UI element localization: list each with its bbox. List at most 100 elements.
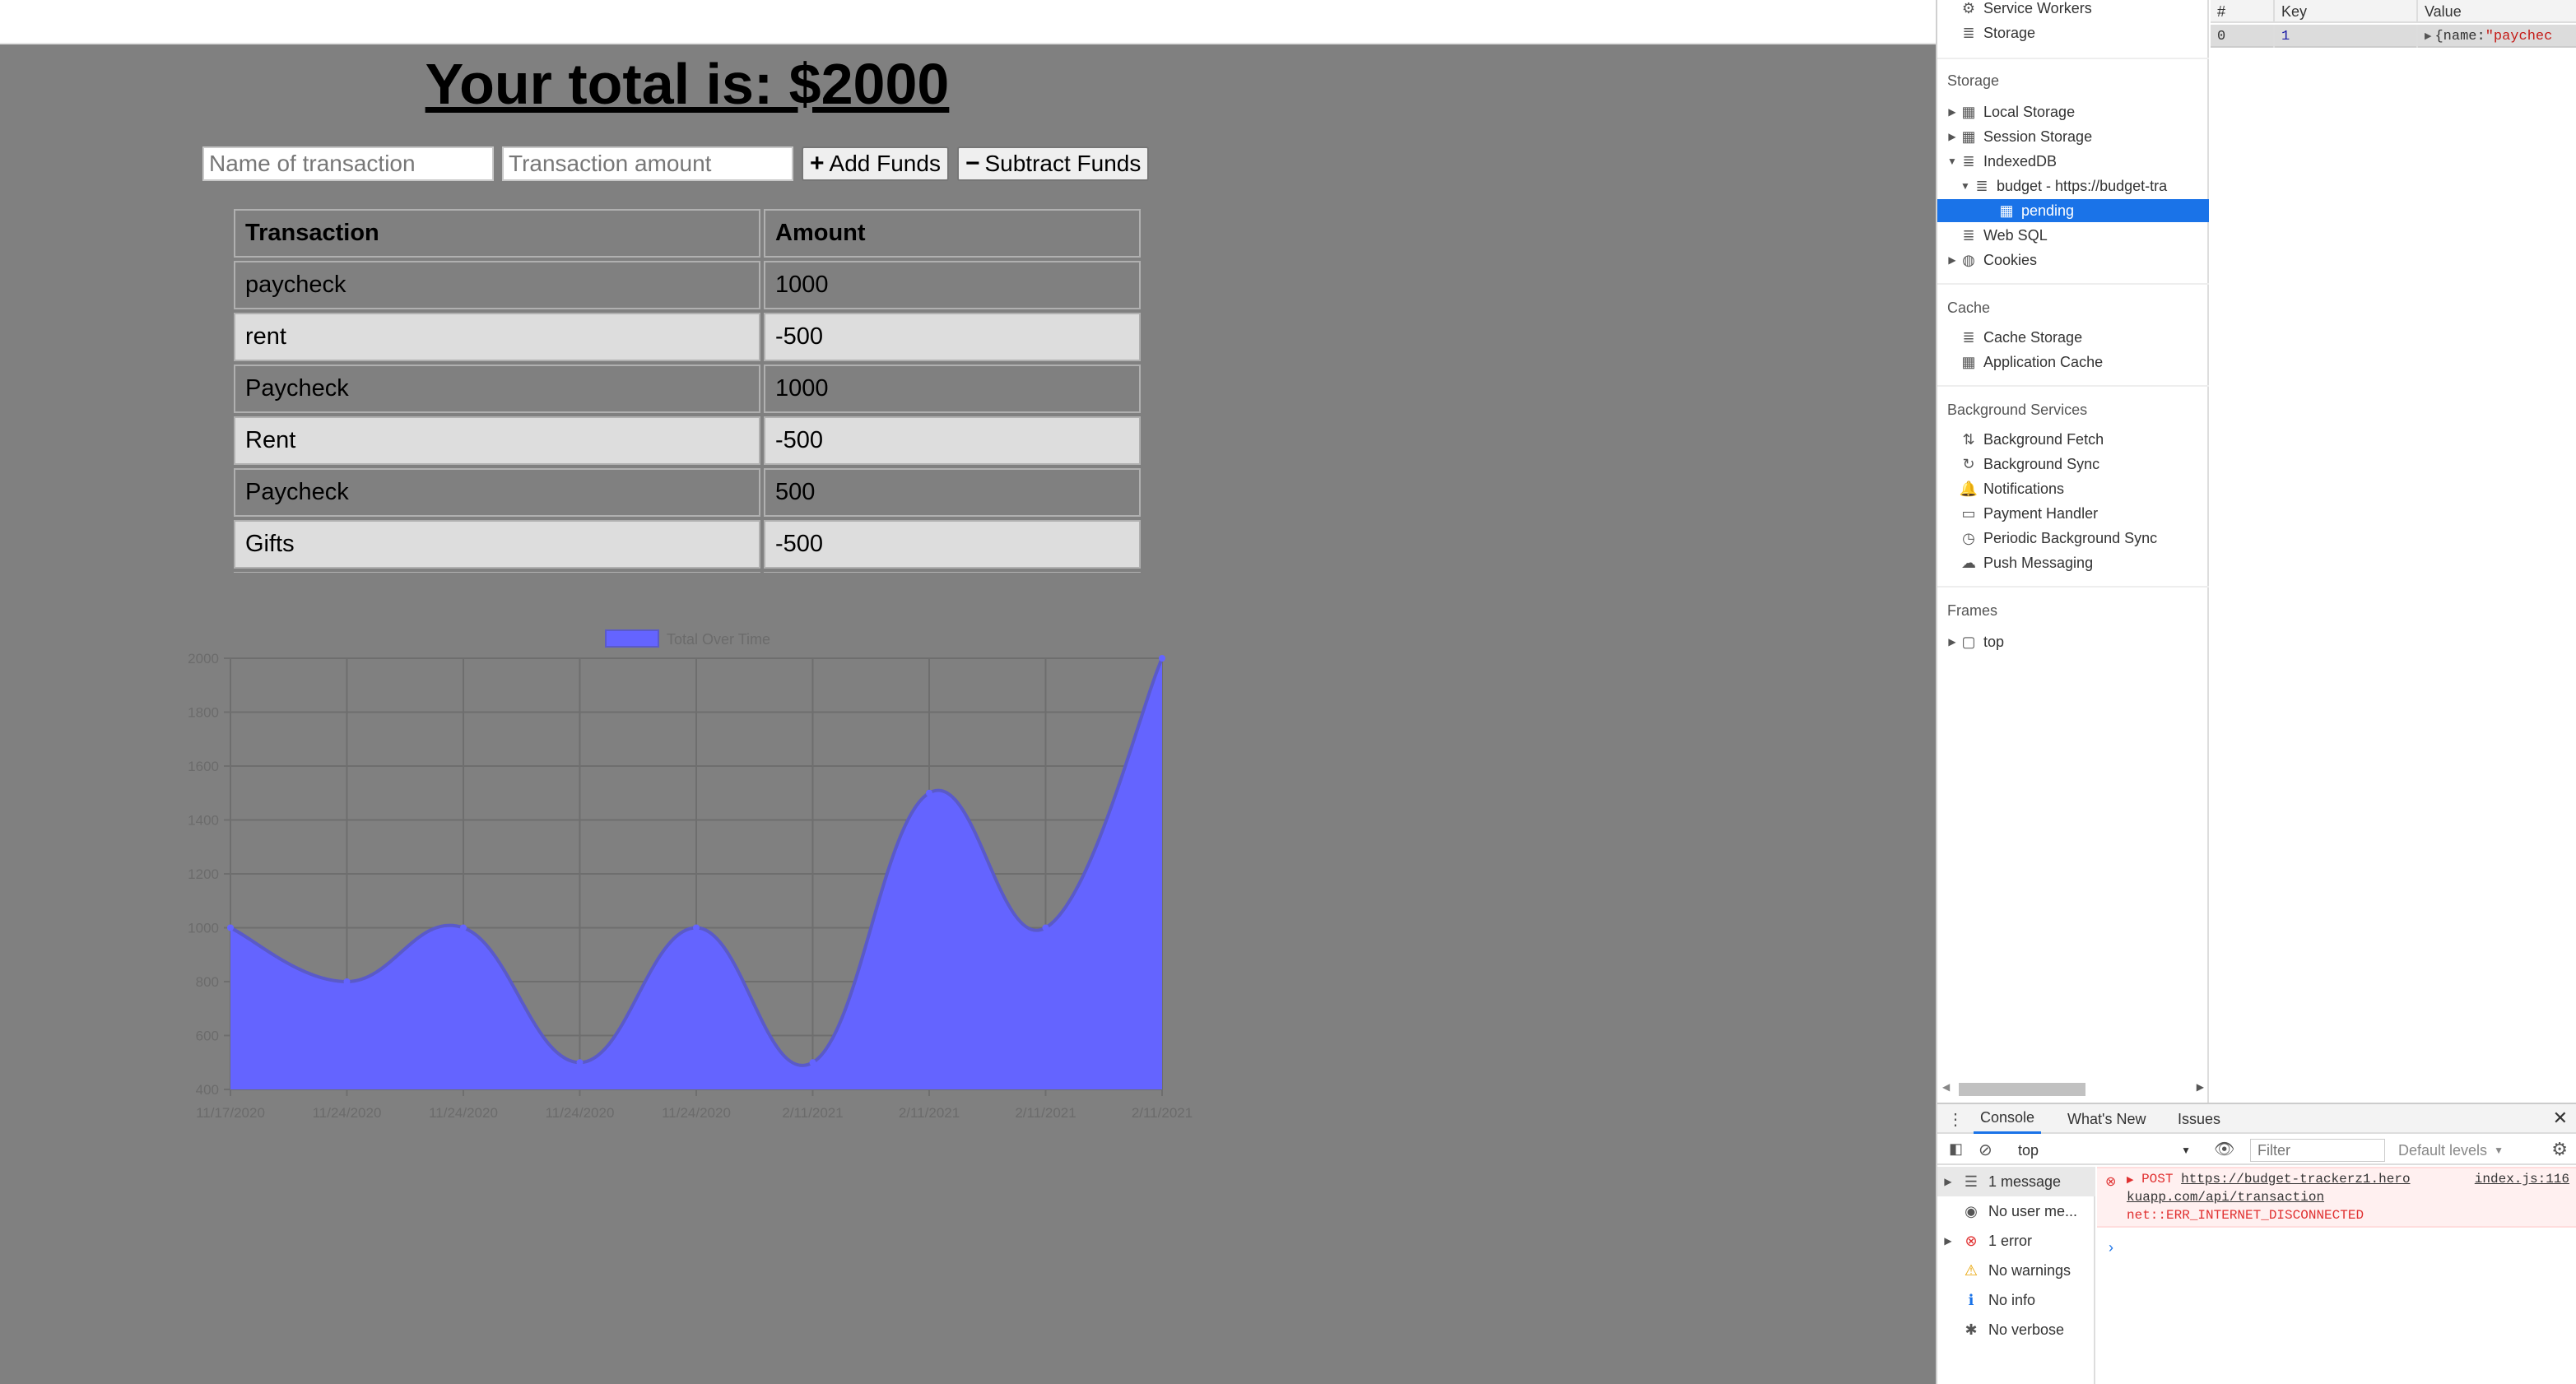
total-over-time-chart: 2000 1800 1600 1400 1200 1000 800 600 400 11/17/2… xyxy=(188,629,1193,1121)
tab-whats-new[interactable]: What's New xyxy=(2067,1110,2146,1127)
sidebar-item-periodic-background-sync[interactable]: ◷ Periodic Background Sync xyxy=(1937,527,2209,550)
expand-arrow-icon[interactable]: ▶ xyxy=(2425,32,2432,42)
eye-icon[interactable]: 👁 xyxy=(2214,1140,2235,1159)
clock-icon: ◷ xyxy=(1962,529,1975,546)
transactions-table-scroll[interactable]: Transaction Amount paycheck 1000 rent -500… xyxy=(230,206,1144,573)
sidebar-item-push-messaging[interactable]: ☁ Push Messaging xyxy=(1937,551,2209,574)
context-selector[interactable]: top ▼ xyxy=(2013,1139,2196,1162)
close-drawer-icon[interactable]: ✕ xyxy=(2552,1108,2568,1128)
sidebar-item-cookies[interactable]: ▶ ◍ Cookies xyxy=(1937,248,2209,272)
sidebar-item-notifications[interactable]: 🔔 Notifications xyxy=(1937,477,2209,500)
divider xyxy=(1937,586,2209,588)
gear-icon[interactable]: ⚙ xyxy=(2551,1139,2568,1159)
sidebar-item-service-workers[interactable]: ⚙ Service Workers xyxy=(1937,0,2209,20)
add-funds-button[interactable]: + Add Funds xyxy=(802,146,949,181)
x-tick-label: 11/24/2020 xyxy=(546,1105,615,1121)
scrollbar-thumb[interactable] xyxy=(1959,1083,2085,1096)
expand-arrow-icon[interactable]: ▶ xyxy=(1948,636,1956,648)
console-filter-label: No warnings xyxy=(1988,1261,2071,1279)
sidebar-item-label: Cache Storage xyxy=(1983,328,2083,346)
data-point xyxy=(1159,655,1165,662)
x-tick-label: 11/24/2020 xyxy=(313,1105,382,1121)
sidebar-section-header: Frames xyxy=(1947,602,1998,619)
sidebar-toggle-icon[interactable]: ◧ xyxy=(1949,1140,1964,1157)
sync-icon: ↻ xyxy=(1962,455,1975,472)
expand-arrow-icon[interactable]: ▶ xyxy=(1944,1235,1952,1247)
y-tick-label: 800 xyxy=(196,974,219,990)
console-filter-no-info[interactable]: ℹ No info xyxy=(1937,1285,2095,1315)
idb-col-key[interactable]: Key xyxy=(2275,0,2418,23)
console-filter-1-message[interactable]: ▶ ☰ 1 message xyxy=(1937,1167,2095,1196)
error-url-continued[interactable]: kuapp.com/api/transaction xyxy=(2127,1190,2325,1205)
console-filter-1-error[interactable]: ▶ ⊗ 1 error xyxy=(1937,1226,2095,1256)
idb-col-index[interactable]: # xyxy=(2211,0,2275,23)
sidebar-item-budget-https-budget-tra[interactable]: ▼ ≣ budget - https://budget-tra xyxy=(1937,174,2209,197)
cookie-icon: ◍ xyxy=(1962,251,1975,268)
sidebar-item-label: top xyxy=(1983,633,2005,650)
legend-label: Total Over Time xyxy=(667,631,770,648)
y-tick-label: 1600 xyxy=(188,759,219,774)
expand-arrow-icon[interactable]: ▶ xyxy=(1948,106,1956,118)
expand-arrow-icon[interactable]: ▶ xyxy=(1944,1176,1952,1187)
sidebar-item-background-sync[interactable]: ↻ Background Sync xyxy=(1937,453,2209,476)
scroll-right-icon[interactable]: ▶ xyxy=(2196,1081,2204,1093)
idb-row-value[interactable]: ▶ {name: "paychec xyxy=(2418,25,2576,48)
console-filter-input[interactable] xyxy=(2250,1139,2385,1162)
row-amount: 500 xyxy=(764,468,1141,517)
transaction-amount-input[interactable] xyxy=(502,146,793,181)
console-sidebar: ▶ ☰ 1 message ◉ No user me... ▶ ⊗ 1 error ⚠ No wa… xyxy=(1937,1167,2095,1384)
row-name: Gifts xyxy=(234,520,760,569)
plus-icon: + xyxy=(810,150,825,177)
idb-col-value[interactable]: Value xyxy=(2425,2,2462,20)
console-prompt[interactable]: › xyxy=(2109,1239,2113,1256)
tab-console[interactable]: Console xyxy=(1974,1104,2042,1134)
sidebar-item-payment-handler[interactable]: ▭ Payment Handler xyxy=(1937,502,2209,525)
console-filter-label: No info xyxy=(1988,1291,2036,1308)
error-source-link[interactable]: index.js:116 xyxy=(2474,1172,2569,1187)
console-filter-no-warnings[interactable]: ⚠ No warnings xyxy=(1937,1256,2095,1285)
list-icon: ☰ xyxy=(1964,1173,1978,1190)
total-heading: Your total is: $2000 xyxy=(425,52,950,116)
collapse-arrow-icon[interactable]: ▼ xyxy=(1960,180,1970,192)
sidebar-item-label: Web SQL xyxy=(1983,226,2048,244)
sidebar-item-web-sql[interactable]: ≣ Web SQL xyxy=(1937,224,2209,247)
sidebar-item-pending[interactable]: ▦ pending xyxy=(1937,199,2209,222)
subtract-funds-button[interactable]: − Subtract Funds xyxy=(956,146,1150,181)
chevron-down-icon: ▼ xyxy=(2494,1145,2504,1156)
scroll-left-icon[interactable]: ◀ xyxy=(1942,1081,1951,1093)
transaction-name-input[interactable] xyxy=(202,146,494,181)
more-tabs-icon[interactable]: ⋮ xyxy=(1947,1111,1964,1129)
sidebar-item-background-fetch[interactable]: ⇅ Background Fetch xyxy=(1937,428,2209,451)
console-error-message[interactable]: ⊗ ▶ POST https://budget-trackerz1.hero i… xyxy=(2097,1167,2576,1228)
sidebar-item-application-cache[interactable]: ▦ Application Cache xyxy=(1937,351,2209,374)
sidebar-item-local-storage[interactable]: ▶ ▦ Local Storage xyxy=(1937,100,2209,123)
sidebar-horizontal-scrollbar[interactable]: ◀ ▶ xyxy=(1937,1078,2209,1101)
error-url-link[interactable]: https://budget-trackerz1.hero xyxy=(2181,1172,2411,1187)
clear-console-icon[interactable]: ⊘ xyxy=(1978,1141,1992,1159)
chevron-down-icon: ▼ xyxy=(2181,1145,2191,1156)
drawer-tabbar: ⋮ Console What's New Issues ✕ xyxy=(1937,1104,2576,1134)
sidebar-item-indexeddb[interactable]: ▼ ≣ IndexedDB xyxy=(1937,150,2209,173)
x-tick-label: 2/11/2021 xyxy=(782,1105,843,1121)
tab-issues[interactable]: Issues xyxy=(2178,1110,2221,1127)
expand-arrow-icon[interactable]: ▶ xyxy=(1948,131,1956,142)
database-icon: ≣ xyxy=(1975,177,1988,194)
log-levels-dropdown[interactable]: Default levels ▼ xyxy=(2398,1139,2504,1162)
row-name: Paycheck xyxy=(234,365,760,413)
table-row: Rent -500 xyxy=(234,416,1141,465)
error-icon: ⊗ xyxy=(1965,1232,1978,1249)
sidebar-item-storage[interactable]: ≣ Storage xyxy=(1937,21,2209,44)
sidebar-item-session-storage[interactable]: ▶ ▦ Session Storage xyxy=(1937,125,2209,148)
expand-arrow-icon[interactable]: ▶ xyxy=(1948,254,1956,266)
console-drawer: ⋮ Console What's New Issues ✕ ◧ ⊘ top ▼ … xyxy=(1937,1103,2576,1384)
cloud-icon: ☁ xyxy=(1961,554,1976,571)
idb-row[interactable]: 0 1 ▶ {name: "paychec xyxy=(2211,25,2576,48)
console-filter-no-verbose[interactable]: ✱ No verbose xyxy=(1937,1315,2095,1345)
console-filter-no-user-me[interactable]: ◉ No user me... xyxy=(1937,1196,2095,1226)
sidebar-item-top[interactable]: ▶ ▢ top xyxy=(1937,630,2209,653)
idb-row-index: 0 xyxy=(2211,25,2275,48)
expand-arrow-icon[interactable]: ▶ xyxy=(2127,1176,2134,1186)
collapse-arrow-icon[interactable]: ▼ xyxy=(1947,156,1957,167)
sidebar-item-cache-storage[interactable]: ≣ Cache Storage xyxy=(1937,326,2209,349)
x-tick-label: 11/17/2020 xyxy=(196,1105,265,1121)
